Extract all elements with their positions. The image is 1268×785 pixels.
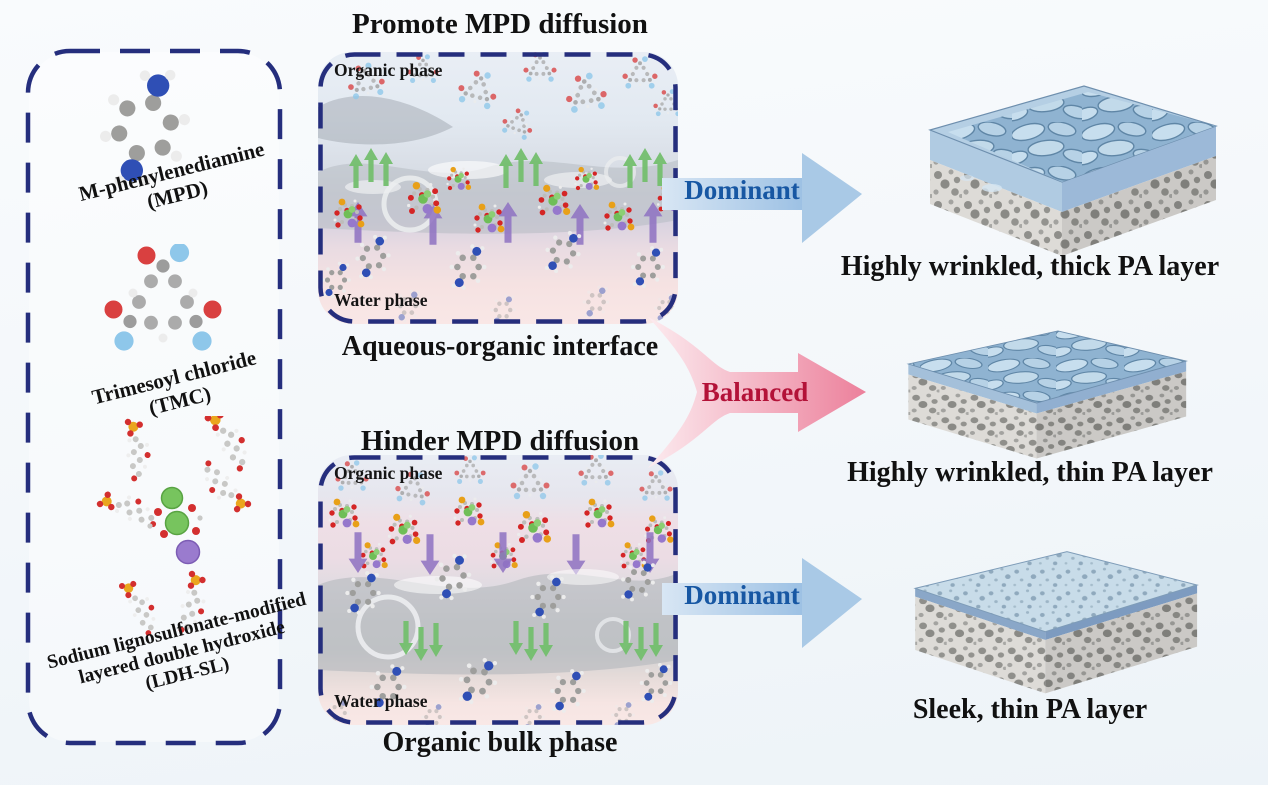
outcome-label-thin: Highly wrinkled, thin PA layer xyxy=(847,457,1213,488)
aqueous-organic-phase-label: Organic phase xyxy=(334,60,443,80)
bulk-water-phase-label: Water phase xyxy=(334,691,428,711)
aqueous-interface-art xyxy=(318,52,678,324)
tmc-molecule xyxy=(104,244,222,351)
promote-title: Promote MPD diffusion xyxy=(352,8,648,40)
reactants-panel-bg xyxy=(29,52,279,742)
reactants-panel: M-phenylenediamine (MPD) Trimesoyl chlor… xyxy=(25,48,308,746)
membrane-wrinkled-thick xyxy=(928,85,1218,256)
outcome-label-thick: Highly wrinkled, thick PA layer xyxy=(840,251,1220,282)
organic-bulk-art xyxy=(318,455,678,725)
aqueous-interface-panel: Organic phase Water phase xyxy=(318,52,678,324)
balanced-arrow xyxy=(648,317,866,468)
organic-bulk-panel: Organic phase Water phase xyxy=(318,455,678,725)
aqueous-caption: Aqueous-organic interface xyxy=(341,331,659,362)
membrane-sleek-thin xyxy=(913,551,1199,694)
bulk-caption: Organic bulk phase xyxy=(382,727,618,758)
ldh-sl-molecule xyxy=(95,416,254,641)
dominant-bottom-label: Dominant xyxy=(684,580,800,610)
bulk-organic-phase-label: Organic phase xyxy=(334,463,443,483)
hinder-title: Hinder MPD diffusion xyxy=(360,425,640,457)
membrane-wrinkled-thin xyxy=(906,330,1189,459)
dominant-top-arrow xyxy=(662,153,862,243)
outcome-label-sleek: Sleek, thin PA layer xyxy=(912,694,1148,725)
dominant-top-label: Dominant xyxy=(684,175,800,205)
dominant-bottom-arrow xyxy=(662,558,862,648)
aqueous-water-phase-label: Water phase xyxy=(334,290,428,310)
balanced-label: Balanced xyxy=(701,377,809,407)
